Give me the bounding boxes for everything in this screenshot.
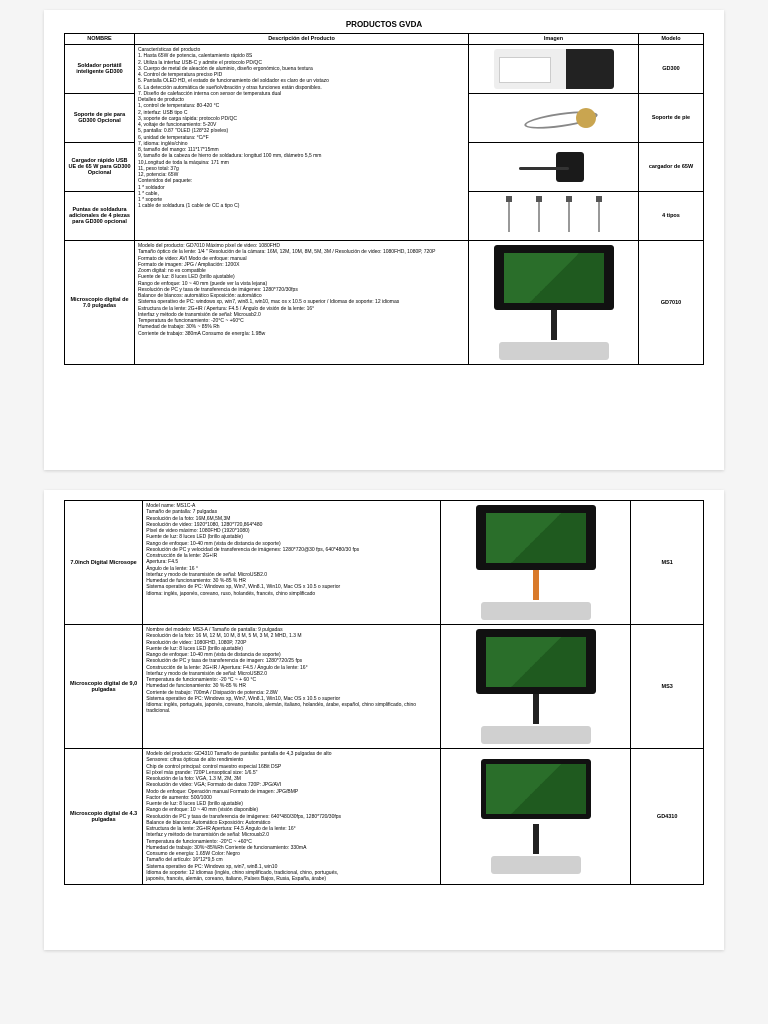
page-1: PRODUCTOS GVDA NOMBRE Descripción del Pr…: [44, 10, 724, 470]
product-model: 4 tipos: [639, 192, 704, 241]
doc-title: PRODUCTOS GVDA: [64, 20, 704, 29]
col-img: Imagen: [469, 34, 639, 45]
product-image: [441, 625, 631, 749]
product-model: cargador de 65W: [639, 143, 704, 192]
table-row: Microscopio digital de 4.3 pulgadasModel…: [65, 749, 704, 885]
product-model: GD300: [639, 45, 704, 94]
product-model: Soporte de pie: [639, 94, 704, 143]
product-image: [469, 143, 639, 192]
product-name: Soldador portátil inteligente GD300: [65, 45, 135, 94]
product-desc: Nombre del modelo: MS3-A / Tamaño de pan…: [143, 625, 441, 749]
product-name: Microscopio digital de 4.3 pulgadas: [65, 749, 143, 885]
product-name: Microscopio digital de 9,0 pulgadas: [65, 625, 143, 749]
col-model: Modelo: [639, 34, 704, 45]
product-model: GD4310: [631, 749, 704, 885]
product-model: GD7010: [639, 241, 704, 365]
product-name: Puntas de soldadura adicionales de 4 pie…: [65, 192, 135, 241]
product-image: [469, 94, 639, 143]
product-name: Cargador rápido USB UE de 65 W para GD30…: [65, 143, 135, 192]
col-name: NOMBRE: [65, 34, 135, 45]
product-table-1: NOMBRE Descripción del Producto Imagen M…: [64, 33, 704, 365]
product-image: [469, 241, 639, 365]
col-desc: Descripción del Producto: [135, 34, 469, 45]
table-row: Soldador portátil inteligente GD300Carac…: [65, 45, 704, 94]
product-desc: Modelo del producto: GD7010 Máximo píxel…: [135, 241, 469, 365]
product-table-2: 7.0inch Digital MicrosopeModel name: MS1…: [64, 500, 704, 885]
product-image: [441, 749, 631, 885]
product-image: [469, 45, 639, 94]
product-image: [469, 192, 639, 241]
table-row: Microscopio digital de 7.0 pulgadasModel…: [65, 241, 704, 365]
product-desc: Características del producto1. Hasta 65W…: [135, 45, 469, 241]
product-name: Soporte de pie para GD300 Opcional: [65, 94, 135, 143]
product-model: MS1: [631, 501, 704, 625]
product-image: [441, 501, 631, 625]
product-desc: Model name: MS1C-ATamaño de pantalla: 7 …: [143, 501, 441, 625]
product-name: Microscopio digital de 7.0 pulgadas: [65, 241, 135, 365]
table-row: Microscopio digital de 9,0 pulgadasNombr…: [65, 625, 704, 749]
product-model: MS3: [631, 625, 704, 749]
page-2: 7.0inch Digital MicrosopeModel name: MS1…: [44, 490, 724, 950]
product-name: 7.0inch Digital Microsope: [65, 501, 143, 625]
product-desc: Modelo del producto: GD4310 Tamaño de pa…: [143, 749, 441, 885]
table-row: 7.0inch Digital MicrosopeModel name: MS1…: [65, 501, 704, 625]
